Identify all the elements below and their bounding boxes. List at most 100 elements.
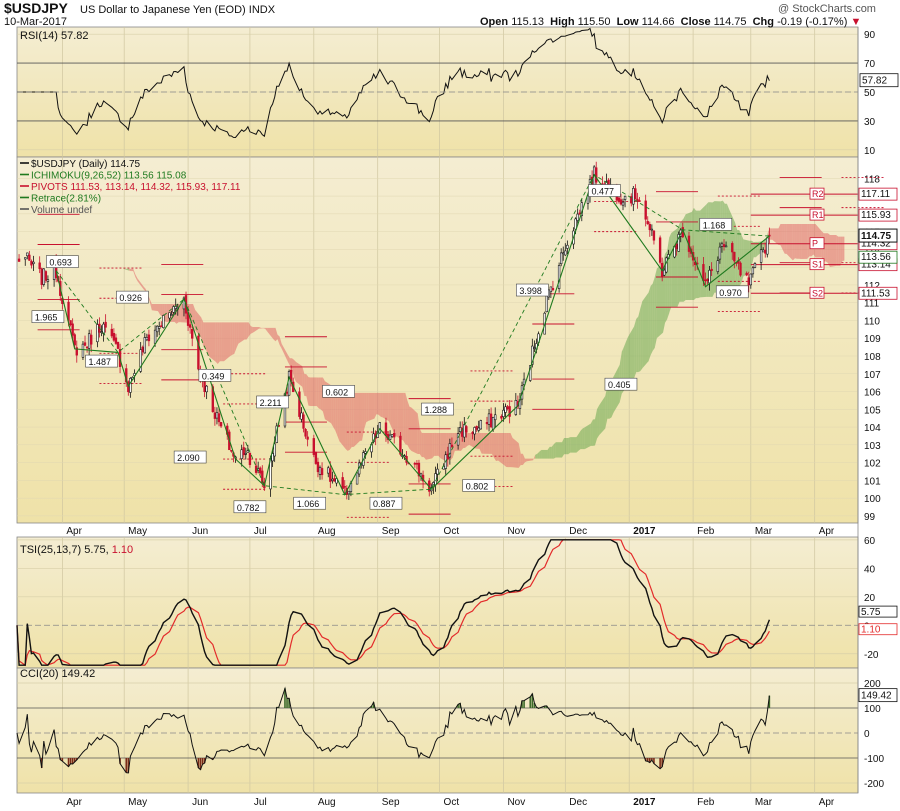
price-tick-label: 103 [864, 441, 881, 452]
stockcharts-watermark: @ StockCharts.com [778, 3, 876, 15]
ichimoku-cloud [397, 392, 404, 441]
ichimoku-cloud [135, 274, 138, 281]
candle-body [168, 312, 171, 319]
x-tick-label: Mar [755, 526, 773, 537]
price-tick-label: 104 [864, 423, 881, 434]
ichimoku-cloud [261, 327, 264, 329]
ichimoku-cloud [209, 322, 216, 362]
ichimoku-cloud [432, 432, 435, 459]
ichimoku-cloud [362, 392, 365, 441]
symbol-description: US Dollar to Japanese Yen (EOD) INDX [80, 4, 276, 16]
cci-value-text: 149.42 [861, 691, 892, 702]
ichimoku-cloud [506, 432, 509, 468]
ichimoku-price-text: 113.56 [861, 252, 891, 263]
price-tick-label: 105 [864, 405, 881, 416]
x-tick-label: Apr [819, 797, 835, 808]
ichimoku-cloud [526, 458, 534, 462]
retrace-label-box [85, 354, 118, 368]
cci-panel-bg [16, 667, 859, 794]
candle-body [129, 378, 132, 393]
ichimoku-cloud [425, 432, 433, 460]
x-tick-label: 2017 [633, 526, 656, 537]
ichimoku-cloud [592, 419, 595, 446]
ichimoku-cloud [308, 377, 311, 407]
rsi-tick-label: 90 [864, 30, 876, 41]
ichimoku-cloud [244, 322, 247, 340]
ichimoku-cloud [207, 322, 210, 357]
candle-body [393, 432, 396, 438]
candle-body [761, 249, 765, 253]
candle-body [531, 345, 534, 365]
ichimoku-cloud [436, 432, 439, 456]
ichimoku-cloud [265, 327, 268, 332]
candle-body [477, 427, 480, 431]
x-tick-label: Oct [444, 797, 460, 808]
ichimoku-cloud [467, 432, 470, 447]
candle-body [415, 462, 419, 465]
candle-body [197, 335, 200, 370]
candle-body [652, 230, 656, 241]
retrace-label-box [322, 385, 355, 398]
candle-body [69, 320, 72, 326]
x-tick-label: Dec [569, 797, 587, 808]
candle-body [634, 188, 637, 200]
retrace-label: 0.887 [373, 499, 396, 509]
candle-body [716, 260, 720, 272]
retrace-label: 2.211 [260, 398, 282, 408]
ichimoku-cloud [551, 444, 554, 459]
ichimoku-cloud [555, 442, 563, 458]
candle-body [724, 245, 728, 248]
candle-body [304, 428, 307, 437]
candle-body [259, 467, 262, 474]
candle-body [390, 434, 394, 438]
candle-body [704, 279, 707, 282]
candle-body [331, 478, 334, 481]
tsi-panel-bg [16, 536, 859, 669]
candle-body [708, 269, 711, 284]
candle-body [213, 412, 217, 419]
candle-body [116, 341, 120, 349]
candle-body [114, 337, 118, 344]
candle-body [155, 325, 159, 333]
pivot-price-text: 113.14 [861, 260, 891, 271]
price-tick-label: 109 [864, 334, 881, 345]
ichimoku-cloud [481, 432, 484, 454]
ichimoku-cloud [217, 322, 220, 365]
ichimoku-cloud [164, 304, 167, 322]
candle-body [327, 467, 330, 474]
ichimoku-cloud [236, 322, 239, 349]
ichimoku-cloud [349, 392, 352, 450]
retrace-label: 0.802 [466, 481, 489, 491]
ichimoku-cloud [374, 392, 377, 419]
candle-body [720, 243, 724, 247]
retrace-label: 1.487 [89, 357, 112, 367]
ichimoku-cloud [568, 437, 571, 455]
candle-body [271, 453, 274, 462]
ichimoku-cloud [380, 392, 383, 418]
candle-body [766, 237, 769, 255]
retrace-label: 1.288 [425, 405, 448, 415]
retrace-label-box [198, 369, 232, 382]
ichimoku-cloud [493, 432, 497, 462]
candle-body [110, 328, 114, 337]
candle-body [24, 257, 27, 260]
ichimoku-cloud [419, 428, 422, 458]
candle-body [710, 268, 713, 271]
x-tick-label: Sep [382, 797, 400, 808]
retrace-label: 0.970 [719, 288, 742, 298]
cci-tick-label: -100 [864, 754, 884, 765]
ichimoku-cloud [792, 223, 795, 261]
ichimoku-cloud [510, 432, 513, 468]
candle-body [446, 453, 449, 460]
candle-body [733, 251, 736, 262]
ichimoku-cloud [403, 392, 406, 445]
candle-body [753, 263, 757, 268]
candle-body [87, 333, 91, 349]
candle-body [413, 463, 417, 465]
ichimoku-cloud [594, 409, 598, 446]
pivot-price-text: 115.93 [861, 210, 891, 221]
ichimoku-cloud [223, 322, 231, 362]
candle-body [205, 385, 208, 393]
ichimoku-cloud [735, 222, 738, 292]
candle-body [312, 438, 316, 455]
